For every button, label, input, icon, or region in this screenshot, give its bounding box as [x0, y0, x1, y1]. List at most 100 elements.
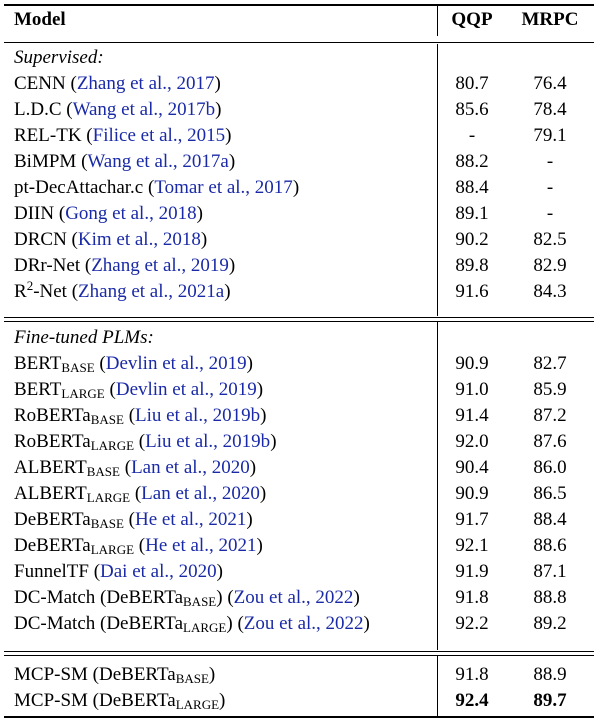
citation-link[interactable]: Devlin et al., 2019	[115, 379, 257, 400]
citation-link[interactable]: Tomar et al., 2017	[154, 177, 293, 198]
mrpc-value: 76.4	[533, 73, 567, 94]
model-subscript: BASE	[183, 594, 217, 609]
section-title-text: Fine-tuned PLMs:	[14, 327, 154, 348]
qqp-value: 90.9	[455, 483, 489, 504]
header-model: Model	[14, 9, 66, 30]
table-row: DRCN (Kim et al., 2018) 90.2 82.5	[0, 227, 598, 253]
table-row: ALBERTLARGE (Lan et al., 2020) 90.9 86.5	[0, 481, 598, 507]
model-subscript: LARGE	[183, 620, 227, 635]
qqp-value: 92.0	[455, 431, 489, 452]
citation-link[interactable]: Zhang et al., 2019	[91, 255, 229, 276]
model-subscript: BASE	[90, 516, 124, 531]
mrpc-value: 88.4	[533, 509, 567, 530]
model-name: DRCN (Kim et al., 2018)	[14, 229, 208, 250]
table-row: FunnelTF (Dai et al., 2020) 91.9 87.1	[0, 559, 598, 585]
model-base: MCP-SM (DeBERTa	[14, 690, 176, 711]
table-row: L.D.C (Wang et al., 2017b) 85.6 78.4	[0, 97, 598, 123]
model-name: MCP-SM (DeBERTaBASE)	[14, 662, 215, 688]
citation-link[interactable]: He et al., 2021	[135, 509, 247, 530]
table-row: pt-DecAttachar.c (Tomar et al., 2017) 88.…	[0, 175, 598, 201]
model-base: BiMPM	[14, 151, 77, 172]
model-suffix: )	[208, 664, 216, 685]
citation-link[interactable]: Gong et al., 2018	[65, 203, 197, 224]
model-suffix: )	[216, 587, 223, 608]
model-base: BERT	[14, 379, 62, 400]
column-separator	[437, 321, 438, 650]
qqp-value: 90.9	[455, 353, 489, 374]
citation-link[interactable]: Liu et al., 2019b	[145, 431, 271, 452]
top-rule	[4, 4, 594, 6]
table-row: MCP-SM (DeBERTaBASE) 91.8 88.9	[0, 662, 598, 688]
model-base: RoBERTa	[14, 405, 91, 426]
qqp-value: 89.1	[455, 203, 489, 224]
qqp-value: 88.4	[455, 177, 489, 198]
citation-link[interactable]: Wang et al., 2017b	[72, 99, 216, 120]
citation-link[interactable]: Zhang et al., 2017	[76, 73, 215, 94]
mrpc-value: 85.9	[533, 379, 567, 400]
model-subscript: BASE	[86, 464, 120, 479]
table-row: RoBERTaBASE (Liu et al., 2019b) 91.4 87.2	[0, 403, 598, 429]
model-subscript: LARGE	[175, 697, 220, 712]
table-row: DC-Match (DeBERTaBASE) (Zou et al., 2022…	[0, 585, 598, 611]
table-row: ALBERTBASE (Lan et al., 2020) 90.4 86.0	[0, 455, 598, 481]
model-name: L.D.C (Wang et al., 2017b)	[14, 99, 222, 120]
table-row: RoBERTaLARGE (Liu et al., 2019b) 92.0 87.6	[0, 429, 598, 455]
model-name: DIIN (Gong et al., 2018)	[14, 203, 203, 224]
section-rule-0	[4, 42, 594, 43]
mrpc-value: 84.3	[533, 281, 567, 302]
citation-link[interactable]: Lan et al., 2020	[131, 457, 250, 478]
bottom-rule	[4, 716, 594, 718]
citation-link[interactable]: Wang et al., 2017a	[87, 151, 229, 172]
model-base: DRCN	[14, 229, 67, 250]
model-name: DC-Match (DeBERTaBASE) (Zou et al., 2022…	[14, 587, 360, 609]
table-row: CENN (Zhang et al., 2017) 80.7 76.4	[0, 71, 598, 97]
qqp-value: 91.4	[455, 405, 489, 426]
citation-link[interactable]: Zou et al., 2022	[243, 613, 364, 634]
model-base: ALBERT	[14, 483, 87, 504]
citation-link[interactable]: Liu et al., 2019b	[135, 405, 261, 426]
model-subscript: BASE	[90, 412, 124, 427]
citation-link[interactable]: Devlin et al., 2019	[105, 353, 247, 374]
citation-link[interactable]: Lan et al., 2020	[141, 483, 260, 504]
table-row: DeBERTaBASE (He et al., 2021) 91.7 88.4	[0, 507, 598, 533]
mrpc-value: 88.6	[533, 535, 567, 556]
model-subscript: BASE	[175, 671, 209, 686]
model-name: ALBERTLARGE (Lan et al., 2020)	[14, 483, 267, 505]
column-separator	[437, 6, 438, 36]
qqp-value: 90.2	[455, 229, 489, 250]
citation-link[interactable]: He et al., 2021	[145, 535, 257, 556]
qqp-value: 89.8	[455, 255, 489, 276]
table-row: REL-TK (Filice et al., 2015) - 79.1	[0, 123, 598, 149]
model-base: REL-TK	[14, 125, 82, 146]
citation-link[interactable]: Zhang et al., 2021a	[78, 281, 225, 302]
model-suffix: )	[219, 690, 226, 711]
model-subscript: LARGE	[61, 386, 105, 401]
mrpc-value: 82.5	[533, 229, 567, 250]
table-row: DC-Match (DeBERTaLARGE) (Zou et al., 202…	[0, 611, 598, 637]
header-qqp: QQP	[451, 9, 493, 30]
citation-link[interactable]: Kim et al., 2018	[77, 229, 201, 250]
citation-link[interactable]: Zou et al., 2022	[233, 587, 354, 608]
section-rule-2-a	[4, 651, 594, 652]
model-name: CENN (Zhang et al., 2017)	[14, 73, 221, 94]
citation-link[interactable]: Dai et al., 2020	[100, 561, 217, 582]
model-subscript: LARGE	[90, 438, 135, 453]
model-name: DRr-Net (Zhang et al., 2019)	[14, 255, 236, 276]
section-title-text: Supervised:	[14, 47, 104, 68]
qqp-value: 91.7	[455, 509, 489, 530]
model-name: DeBERTaLARGE (He et al., 2021)	[14, 535, 263, 557]
qqp-value: 90.4	[455, 457, 489, 478]
citation-link[interactable]: Filice et al., 2015	[92, 125, 226, 146]
model-subscript: LARGE	[90, 542, 135, 557]
qqp-value: 91.8	[455, 664, 489, 685]
mrpc-value: 89.2	[533, 613, 567, 634]
table-row: BERTLARGE (Devlin et al., 2019) 91.0 85.9	[0, 377, 598, 403]
model-base: BERT	[14, 353, 62, 374]
column-separator	[437, 656, 438, 716]
qqp-value: 85.6	[455, 99, 489, 120]
model-suffix: )	[226, 613, 233, 634]
qqp-value: 91.9	[455, 561, 489, 582]
model-base: DeBERTa	[14, 509, 91, 530]
model-name: REL-TK (Filice et al., 2015)	[14, 125, 232, 146]
table-row: BiMPM (Wang et al., 2017a) 88.2 -	[0, 149, 598, 175]
